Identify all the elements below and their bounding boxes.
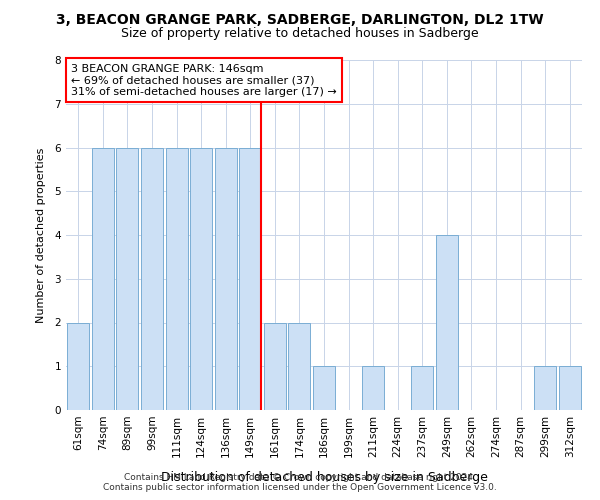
- Bar: [116, 148, 139, 410]
- Y-axis label: Number of detached properties: Number of detached properties: [36, 148, 46, 322]
- Bar: [141, 148, 163, 410]
- Text: Size of property relative to detached houses in Sadberge: Size of property relative to detached ho…: [121, 28, 479, 40]
- Bar: [559, 366, 581, 410]
- Bar: [411, 366, 433, 410]
- Text: Contains HM Land Registry data © Crown copyright and database right 2024.
Contai: Contains HM Land Registry data © Crown c…: [103, 473, 497, 492]
- X-axis label: Distribution of detached houses by size in Sadberge: Distribution of detached houses by size …: [161, 471, 487, 484]
- Bar: [239, 148, 262, 410]
- Bar: [190, 148, 212, 410]
- Bar: [436, 235, 458, 410]
- Bar: [67, 322, 89, 410]
- Bar: [534, 366, 556, 410]
- Text: 3, BEACON GRANGE PARK, SADBERGE, DARLINGTON, DL2 1TW: 3, BEACON GRANGE PARK, SADBERGE, DARLING…: [56, 12, 544, 26]
- Bar: [362, 366, 384, 410]
- Bar: [215, 148, 237, 410]
- Bar: [264, 322, 286, 410]
- Text: 3 BEACON GRANGE PARK: 146sqm
← 69% of detached houses are smaller (37)
31% of se: 3 BEACON GRANGE PARK: 146sqm ← 69% of de…: [71, 64, 337, 96]
- Bar: [92, 148, 114, 410]
- Bar: [289, 322, 310, 410]
- Bar: [313, 366, 335, 410]
- Bar: [166, 148, 188, 410]
